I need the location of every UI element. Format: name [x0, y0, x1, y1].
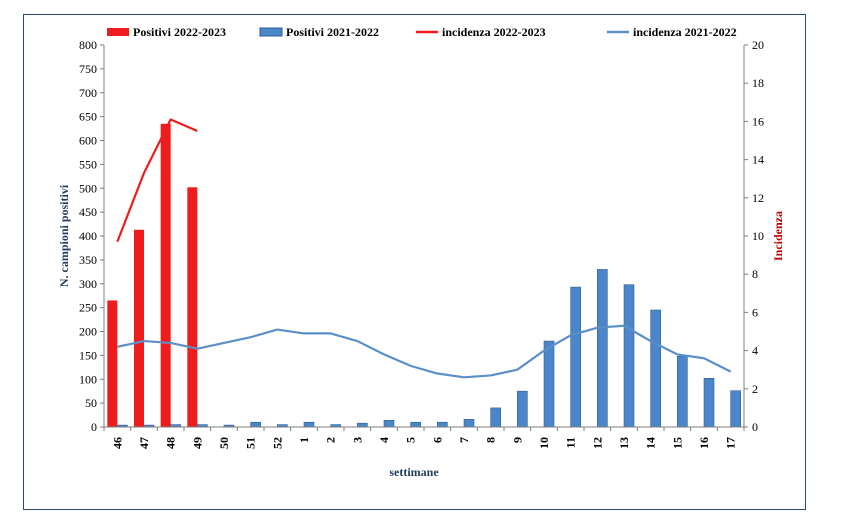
y-axis-title: N. campioni positivi [57, 184, 71, 287]
legend-label: Positivi 2021-2022 [286, 25, 379, 39]
bar [357, 422, 368, 428]
bar [134, 229, 144, 427]
y-tick-label: 200 [79, 325, 97, 339]
bar [543, 340, 555, 428]
legend-swatch [259, 27, 283, 37]
legend-label: Positivi 2022-2023 [133, 25, 226, 39]
x-tick-label: 52 [270, 437, 284, 449]
bar [250, 421, 261, 428]
x-tick-label: 8 [484, 437, 498, 443]
bar [517, 390, 528, 428]
x-axis: 46 47 48 49 50 51 52 1 2 3 4 5 6 7 8 9 10 11 12 13 14 15 16 17 [103, 427, 745, 449]
y-tick-label: 500 [79, 181, 97, 195]
y2-tick-label: 16 [752, 114, 764, 128]
y-tick-label: 250 [79, 301, 97, 315]
y-tick-label: 650 [79, 110, 97, 124]
x-tick-label: 13 [617, 437, 631, 449]
y-tick-label: 0 [91, 420, 97, 434]
x-tick-label: 14 [644, 437, 658, 449]
x-tick-label: 12 [590, 437, 604, 449]
y2-tick-label: 20 [752, 38, 764, 52]
x-tick-label: 1 [297, 437, 311, 443]
bar [730, 390, 741, 428]
bar [570, 286, 581, 428]
legend-swatch [107, 28, 129, 36]
legend-label: incidenza 2022-2023 [442, 25, 546, 39]
y-tick-label: 700 [79, 86, 97, 100]
series-line [117, 324, 732, 379]
bar [187, 187, 198, 427]
bar [383, 420, 395, 428]
x-tick-label: 4 [377, 437, 391, 443]
bar [303, 421, 315, 428]
y-tick-label: 400 [79, 229, 97, 243]
y-tick-label: 750 [79, 62, 97, 76]
bars [107, 123, 741, 428]
y-tick-label: 100 [79, 372, 97, 386]
bar [597, 269, 608, 428]
bar [677, 356, 688, 428]
y-axis-left: 0 50 100 150 200 250 300 350 400 450 500 550 600 650 7… [79, 38, 104, 434]
y2-tick-label: 8 [752, 267, 758, 281]
x-tick-label: 47 [137, 437, 151, 449]
y2-tick-label: 10 [752, 229, 764, 243]
y-tick-label: 550 [79, 157, 97, 171]
x-tick-label: 11 [564, 437, 578, 448]
chart: Positivi 2022-2023 Positivi 2021-2022 inci… [57, 25, 785, 479]
lines [116, 118, 732, 379]
bar [437, 421, 448, 428]
bar [410, 421, 421, 428]
y2-tick-label: 6 [752, 305, 758, 319]
x-tick-label: 15 [670, 437, 684, 449]
x-tick-label: 17 [724, 437, 738, 449]
y2-tick-label: 4 [752, 344, 758, 358]
y-tick-label: 800 [79, 38, 97, 52]
bar [650, 309, 661, 428]
bar [107, 300, 118, 427]
x-axis-title: settimane [389, 465, 439, 479]
x-tick-label: 46 [110, 437, 124, 449]
x-tick-label: 7 [457, 437, 471, 443]
bar [490, 407, 501, 428]
x-tick-label: 3 [350, 437, 364, 443]
y-tick-label: 50 [85, 396, 97, 410]
bar [463, 419, 475, 428]
legend: Positivi 2022-2023 Positivi 2021-2022 inci… [107, 25, 737, 39]
y2-tick-label: 18 [752, 76, 764, 90]
chart-frame: Positivi 2022-2023 Positivi 2021-2022 inci… [23, 14, 806, 510]
x-tick-label: 2 [324, 437, 338, 443]
series-line [116, 118, 198, 243]
y-tick-label: 350 [79, 253, 97, 267]
y2-tick-label: 2 [752, 382, 758, 396]
bar [160, 123, 171, 427]
y-tick-label: 300 [79, 277, 97, 291]
y2-axis-title: Incidenza [771, 211, 785, 261]
y-tick-label: 600 [79, 134, 97, 148]
x-tick-label: 50 [217, 437, 231, 449]
bar [703, 377, 715, 428]
x-tick-label: 9 [510, 437, 524, 443]
y2-tick-label: 12 [752, 191, 764, 205]
y-axis-right: 0 2 4 6 8 10 12 14 16 18 20 [744, 38, 764, 434]
x-tick-label: 51 [244, 437, 258, 449]
legend-label: incidenza 2021-2022 [633, 25, 737, 39]
y2-tick-label: 0 [752, 420, 758, 434]
x-tick-label: 10 [537, 437, 551, 449]
x-tick-label: 16 [697, 437, 711, 449]
y2-tick-label: 14 [752, 153, 764, 167]
bar [623, 284, 635, 428]
x-tick-label: 48 [164, 437, 178, 449]
x-tick-label: 5 [404, 437, 418, 443]
y-tick-label: 150 [79, 348, 97, 362]
x-tick-label: 49 [190, 437, 204, 449]
x-tick-label: 6 [430, 437, 444, 443]
y-tick-label: 450 [79, 205, 97, 219]
